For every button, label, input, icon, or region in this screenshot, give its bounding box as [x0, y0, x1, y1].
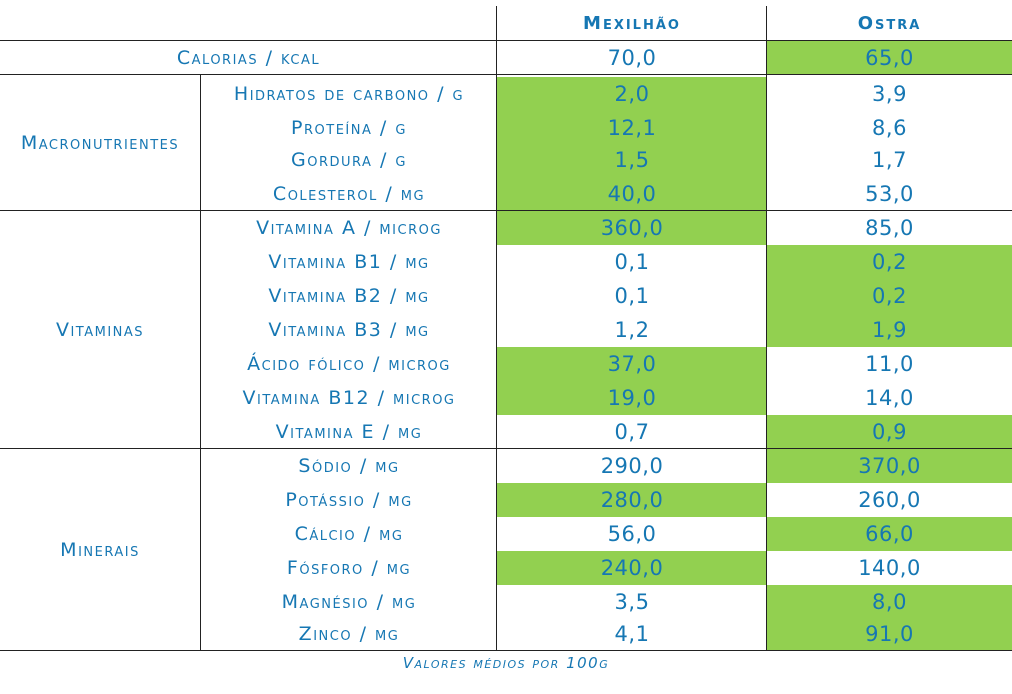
- value-mexilhao: 2,0: [497, 77, 767, 111]
- divider-group-col: [200, 74, 201, 650]
- value-mexilhao: 12,1: [497, 111, 767, 145]
- value-mexilhao: 3,5: [614, 590, 650, 614]
- calories-mexilhao: 70,0: [607, 46, 657, 70]
- group-vitaminas: Vitaminas: [55, 319, 145, 341]
- value-mexilhao: 290,0: [600, 454, 664, 478]
- group-minerais: Minerais: [60, 538, 140, 561]
- row-label: Ácido fólico / microg: [247, 353, 451, 375]
- row-label: Zinco / mg: [298, 623, 400, 645]
- value-mexilhao: 1,2: [614, 318, 650, 342]
- value-mexilhao: 360,0: [497, 211, 767, 245]
- value-ostra: 53,0: [865, 182, 914, 206]
- divider-macro: [0, 210, 1012, 211]
- value-ostra: 91,0: [767, 617, 1012, 651]
- calories-ostra: 65,0: [767, 41, 1012, 75]
- value-mexilhao: 0,7: [614, 420, 650, 444]
- value-ostra: 0,2: [767, 279, 1012, 313]
- column-header-ostra: Ostra: [857, 12, 922, 34]
- row-label: Potássio / mg: [285, 489, 413, 511]
- row-label: Hidratos de carbono / g: [233, 83, 465, 105]
- value-mexilhao: 280,0: [497, 483, 767, 517]
- value-mexilhao: 40,0: [497, 177, 767, 211]
- table-row: Cálcio / mg 56,0 66,0: [0, 517, 1012, 551]
- row-label: Cálcio / mg: [294, 523, 404, 545]
- table-row: Vitamina E / mg 0,7 0,9: [0, 415, 1012, 449]
- table-row: Zinco / mg 4,1 91,0: [0, 617, 1012, 651]
- table-row: Gordura / g 1,5 1,7: [0, 143, 1012, 177]
- divider-bottom: [0, 650, 1012, 651]
- value-mexilhao: 4,1: [614, 622, 650, 646]
- table-row: Proteína / g 12,1 8,6: [0, 111, 1012, 145]
- row-label: Proteína / g: [291, 117, 407, 139]
- value-ostra: 1,9: [767, 313, 1012, 347]
- table-row: Vitamina B12 / microg 19,0 14,0: [0, 381, 1012, 415]
- value-ostra: 0,2: [767, 245, 1012, 279]
- table-row: Vitamina B3 / mg 1,2 1,9: [0, 313, 1012, 347]
- value-mexilhao: 19,0: [497, 381, 767, 415]
- value-ostra: 8,0: [767, 585, 1012, 619]
- row-label: Vitamina B3 / mg: [268, 319, 430, 341]
- table-row: Vitamina B1 / mg 0,1 0,2: [0, 245, 1012, 279]
- value-ostra: 3,9: [872, 82, 907, 106]
- value-mexilhao: 0,1: [614, 284, 650, 308]
- value-ostra: 66,0: [767, 517, 1012, 551]
- value-ostra: 14,0: [865, 386, 914, 410]
- table-row: Potássio / mg 280,0 260,0: [0, 483, 1012, 517]
- divider-calories: [0, 74, 1012, 75]
- row-label: Vitamina E / mg: [275, 421, 423, 443]
- value-mexilhao: 37,0: [497, 347, 767, 381]
- value-ostra: 140,0: [858, 556, 921, 580]
- value-ostra: 260,0: [858, 488, 921, 512]
- header-row: Mexilhão Ostra: [0, 6, 1012, 40]
- row-label: Vitamina A / microg: [256, 217, 442, 239]
- row-label: Magnésio / mg: [281, 591, 417, 613]
- table-row: Fósforo / mg 240,0 140,0: [0, 551, 1012, 585]
- column-header-mexilhao: Mexilhão: [583, 12, 681, 34]
- row-label: Sódio / mg: [298, 455, 400, 477]
- row-label: Fósforo / mg: [286, 557, 412, 579]
- calories-label: Calorias / kcal: [176, 47, 321, 69]
- group-macronutrientes: Macronutrientes: [20, 132, 180, 154]
- table-row: Sódio / mg 290,0 370,0: [0, 449, 1012, 483]
- table-row: Vitamina A / microg 360,0 85,0: [0, 211, 1012, 245]
- divider-value-col: [766, 6, 767, 650]
- row-label: Vitamina B1 / mg: [268, 251, 430, 273]
- divider-header: [0, 40, 1012, 41]
- calories-row: Calorias / kcal 70,0 65,0: [0, 41, 1012, 75]
- value-ostra: 85,0: [865, 216, 914, 240]
- table-row: Ácido fólico / microg 37,0 11,0: [0, 347, 1012, 381]
- value-ostra: 370,0: [767, 449, 1012, 483]
- value-ostra: 0,9: [767, 415, 1012, 449]
- table-row: Hidratos de carbono / g 2,0 3,9: [0, 77, 1012, 111]
- value-ostra: 1,7: [872, 148, 907, 172]
- value-ostra: 8,6: [872, 116, 907, 140]
- row-label: Gordura / g: [291, 149, 407, 171]
- table-row: Vitamina B2 / mg 0,1 0,2: [0, 279, 1012, 313]
- table-row: Magnésio / mg 3,5 8,0: [0, 585, 1012, 619]
- value-ostra: 11,0: [865, 352, 914, 376]
- row-label: Colesterol / mg: [272, 183, 426, 205]
- row-label: Vitamina B2 / mg: [268, 285, 430, 307]
- footer-note: Valores médios por 100g: [402, 654, 610, 672]
- row-label: Vitamina B12 / microg: [242, 387, 456, 409]
- table-row: Colesterol / mg 40,0 53,0: [0, 177, 1012, 211]
- value-mexilhao: 0,1: [614, 250, 650, 274]
- divider-vitaminas: [0, 448, 1012, 449]
- divider-label-col: [496, 6, 497, 650]
- value-mexilhao: 56,0: [607, 522, 657, 546]
- value-mexilhao: 1,5: [497, 143, 767, 177]
- value-mexilhao: 240,0: [497, 551, 767, 585]
